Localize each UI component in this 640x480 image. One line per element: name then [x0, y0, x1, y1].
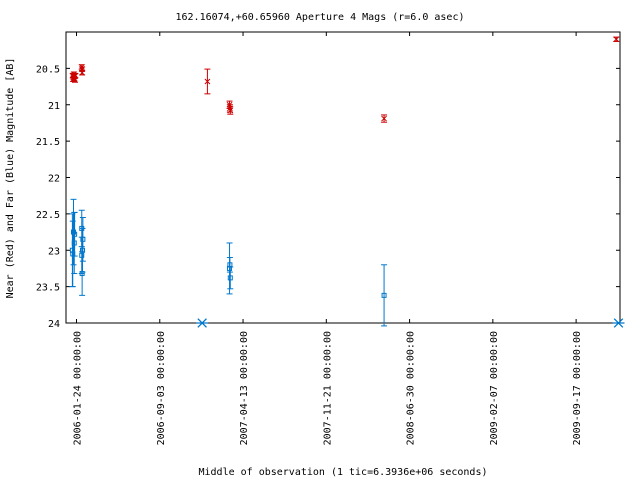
near-point: [72, 72, 79, 79]
far-point: [227, 275, 233, 281]
x-tick-label: 2009-02-07 00:00:00: [489, 331, 500, 445]
x-axis-label: Middle of observation (1 tic=6.3936e+06 …: [199, 467, 488, 478]
x-tick-label: 2006-09-03 00:00:00: [156, 331, 167, 445]
near-point: [204, 78, 211, 85]
near-point: [79, 69, 85, 76]
x-axis: 2006-01-24 00:00:00 2006-09-03 00:00:00 20…: [73, 32, 583, 445]
near-point: [381, 115, 387, 122]
x-tick-label: 2007-04-13 00:00:00: [239, 331, 250, 445]
y-tick-label: 21: [48, 101, 60, 112]
x-tick-label: 2008-06-30 00:00:00: [406, 331, 417, 445]
y-tick-label: 22: [48, 174, 60, 185]
limit-point: [612, 318, 625, 328]
limit-point: [196, 318, 209, 328]
data-marks: [69, 36, 625, 328]
y-axis: 20.5 21 21.5 22 22.5 23 23.5 24: [36, 64, 620, 330]
x-tick-label: 2007-11-21 00:00:00: [322, 331, 333, 445]
far-point: [72, 231, 78, 237]
far-point: [80, 236, 86, 242]
chart-title: 162.16074,+60.65960 Aperture 4 Mags (r=6…: [176, 12, 465, 23]
y-tick-label: 20.5: [36, 64, 60, 75]
y-tick-label: 24: [48, 319, 60, 330]
near-point: [613, 36, 620, 43]
plot-frame: [65, 31, 621, 324]
far-point: [381, 292, 387, 298]
y-tick-label: 23.5: [36, 283, 60, 294]
x-tick-label: 2006-01-24 00:00:00: [73, 331, 84, 445]
y-tick-label: 21.5: [36, 137, 60, 148]
y-tick-label: 23: [48, 246, 60, 257]
y-tick-label: 22.5: [36, 210, 60, 221]
x-tick-label: 2009-09-17 00:00:00: [572, 331, 583, 445]
y-axis-label: Near (Red) and Far (Blue) Magnitude [AB]: [5, 58, 16, 299]
near-point: [227, 107, 234, 114]
